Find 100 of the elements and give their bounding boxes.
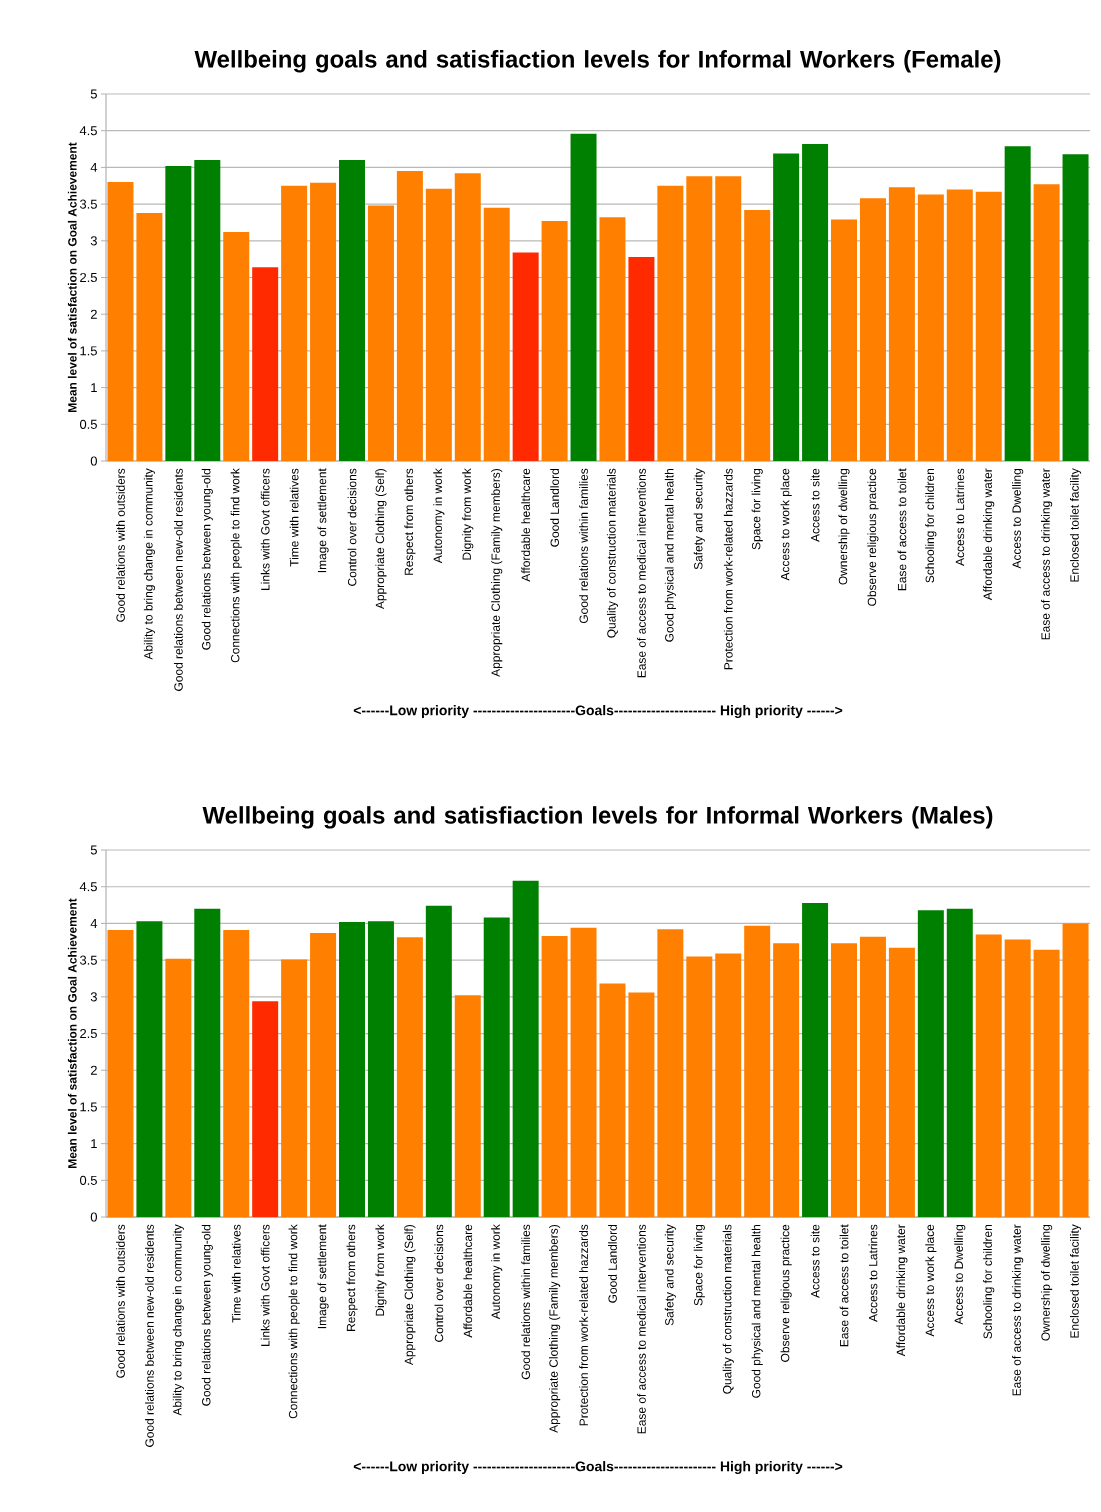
x-tick-label: Access to Dwelling <box>1012 469 1024 569</box>
bar <box>223 232 250 462</box>
x-tick-label: Appropriate Clothing (Family members) <box>549 1225 561 1433</box>
x-tick-label: Good Landlord <box>550 469 559 547</box>
bar <box>831 219 858 462</box>
x-tick-label: Ease of access to toilet <box>897 468 907 591</box>
bar <box>223 930 250 1218</box>
y-tick-label: 1.5 <box>80 346 97 356</box>
bar <box>570 927 597 1218</box>
bar <box>888 947 915 1218</box>
bar <box>888 187 915 462</box>
x-axis-title: <------Low priority ----------------------Goals---------------------- High priority ------> <box>353 1461 843 1475</box>
x-tick-label: Links with Govt officers <box>260 1224 270 1346</box>
x-tick-label: Enclosed toilet facility <box>1069 1224 1082 1338</box>
x-tick-label: Autonomy in work <box>433 468 445 564</box>
bar <box>975 934 1002 1218</box>
x-tick-label: Access to site <box>810 468 820 542</box>
y-tick-label: 1 <box>91 1139 97 1149</box>
bar <box>1004 939 1031 1218</box>
bar <box>1033 949 1060 1218</box>
x-tick-label: Appropriate Clothing (Self) <box>404 1225 416 1366</box>
bar <box>107 182 134 462</box>
x-tick-label: Good relations between new-old residents <box>145 1224 154 1447</box>
bar <box>917 910 944 1218</box>
bar <box>165 958 192 1218</box>
x-tick-label: Enclosed toilet facility <box>1069 468 1082 582</box>
y-tick-label: 4.5 <box>79 882 97 892</box>
y-tick-label: 2.5 <box>80 1028 97 1039</box>
x-tick-label: Safety and security <box>664 1224 676 1326</box>
x-tick-label: Ease of access to medical interventions <box>637 1224 646 1434</box>
y-tick-label: 0.5 <box>79 419 97 429</box>
bar <box>367 921 394 1218</box>
x-tick-label: Control over decisions <box>434 1224 444 1342</box>
bar <box>165 165 192 462</box>
x-tick-label: Respect from others <box>346 1224 358 1331</box>
y-tick-label: 3 <box>90 992 97 1002</box>
x-tick-label: Affordable drinking water <box>983 468 995 601</box>
bar <box>425 905 452 1218</box>
x-tick-label: Appropriate Clothing (Self) <box>375 468 387 610</box>
x-tick-label: Access to Latrines <box>955 468 965 566</box>
x-tick-label: Connections with people to find work <box>288 1224 300 1419</box>
x-tick-label: Ownership of dwelling <box>838 469 850 585</box>
bar <box>802 143 829 462</box>
bar <box>859 198 886 462</box>
x-tick-label: Good relations with outsiders <box>116 1224 125 1378</box>
y-tick-label: 5 <box>90 845 97 855</box>
bar <box>367 205 394 462</box>
bar <box>946 908 973 1218</box>
bar <box>541 935 568 1218</box>
chart-title: Wellbeing goals and satisfiaction levels for Informal Workers (Males) <box>202 806 993 829</box>
x-tick-label: Affordable healthcare <box>463 1224 473 1338</box>
x-tick-label: Quality of construction materials <box>722 1224 734 1394</box>
y-tick-label: 1.5 <box>80 1102 97 1112</box>
bar <box>396 171 423 462</box>
bar <box>1062 154 1089 462</box>
bar <box>599 217 626 462</box>
x-tick-label: Affordable drinking water <box>896 1224 908 1357</box>
x-tick-label: Ease of access to toilet <box>839 1224 849 1347</box>
bar <box>744 925 771 1218</box>
y-tick-label: 3.5 <box>79 199 97 209</box>
bar <box>831 943 858 1218</box>
x-tick-label: Time with relatives <box>289 468 299 567</box>
x-tick-label: Good physical and mental health <box>751 1225 763 1398</box>
x-tick-label: Protection from work-related hazzards <box>579 1224 588 1426</box>
x-tick-label: Ability to bring change in community <box>143 468 155 660</box>
bar <box>483 917 510 1218</box>
bar <box>339 160 366 462</box>
x-tick-label: Good relations between young-old <box>201 469 213 650</box>
x-tick-label: Affordable healthcare <box>521 468 531 582</box>
x-tick-label: Respect from others <box>404 468 416 575</box>
bar <box>628 256 655 462</box>
x-tick-label: Access to site <box>810 1224 820 1298</box>
x-tick-label: Good relations within families <box>521 1224 531 1380</box>
x-tick-label: Connections with people to find work <box>230 468 242 663</box>
bar <box>512 252 539 462</box>
x-tick-label: Space for living <box>693 1225 705 1306</box>
bar <box>310 932 337 1218</box>
x-tick-label: Good Landlord <box>608 1225 617 1303</box>
bar <box>425 188 452 462</box>
bar <box>975 191 1002 462</box>
x-tick-label: Good relations within families <box>579 468 588 624</box>
y-tick-label: 1 <box>91 383 97 393</box>
x-tick-label: Image of settlement <box>317 468 329 573</box>
x-tick-label: Appropriate Clothing (Family members) <box>491 469 503 677</box>
bar <box>686 176 713 462</box>
bar <box>541 220 568 462</box>
x-tick-label: Control over decisions <box>347 468 357 586</box>
bar <box>628 992 655 1218</box>
x-tick-label: Observe religious practice <box>780 1224 792 1362</box>
x-tick-label: Access to work place <box>780 468 792 581</box>
y-tick-label: 2.5 <box>80 272 97 283</box>
x-tick-label: Quality of construction materials <box>606 468 619 638</box>
y-tick-label: 4.5 <box>79 126 97 136</box>
y-tick-label: 5 <box>90 89 97 99</box>
x-tick-label: Time with relatives <box>231 1224 241 1323</box>
x-tick-label: Good relations between young-old <box>201 1225 213 1406</box>
bar <box>252 1001 279 1218</box>
bar <box>744 209 771 462</box>
x-tick-label: Dignity from work <box>462 468 474 560</box>
bar <box>715 176 742 462</box>
